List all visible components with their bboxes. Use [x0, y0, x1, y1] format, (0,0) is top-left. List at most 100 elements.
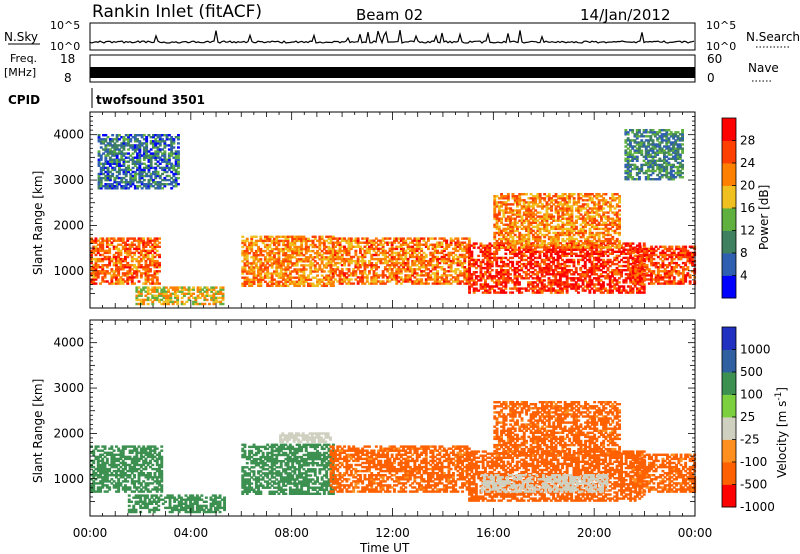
heatmap-cell — [608, 281, 612, 284]
heatmap-cell — [266, 268, 270, 271]
heatmap-cell — [504, 231, 508, 235]
heatmap-cell — [208, 294, 211, 297]
heatmap-cell — [502, 195, 506, 198]
heatmap-cell — [277, 282, 281, 285]
heatmap-cell — [96, 264, 100, 267]
heatmap-cell — [520, 244, 524, 247]
heatmap-cell — [146, 280, 150, 283]
heatmap-cell — [497, 237, 501, 241]
heatmap-cell — [558, 262, 562, 266]
heatmap-cell — [500, 237, 503, 241]
heatmap-cell — [550, 209, 553, 212]
heatmap-cell — [675, 272, 678, 275]
heatmap-cell — [511, 213, 515, 216]
heatmap-cell — [381, 274, 385, 277]
heatmap-cell — [144, 294, 148, 297]
heatmap-cell — [422, 255, 426, 259]
heatmap-cell — [468, 275, 471, 278]
heatmap-cell — [438, 251, 442, 255]
heatmap-cell — [363, 264, 367, 267]
heatmap-cell — [511, 256, 515, 260]
heatmap-cell — [137, 280, 141, 283]
heatmap-cell — [275, 235, 279, 238]
heatmap-cell — [638, 291, 642, 294]
heatmap-cell — [345, 272, 349, 275]
heatmap-cell — [622, 256, 626, 260]
heatmap-cell — [518, 239, 522, 243]
heatmap-cell — [554, 231, 558, 235]
heatmap-cell — [275, 272, 279, 275]
heatmap-cell — [613, 277, 617, 280]
heatmap-cell — [581, 281, 585, 284]
heatmap-cell — [158, 255, 161, 259]
heatmap-cell — [436, 264, 439, 267]
heatmap-cell — [677, 274, 681, 277]
heatmap-cell — [629, 256, 633, 260]
heatmap-cell — [97, 150, 101, 153]
heatmap-cell — [522, 262, 526, 266]
heatmap-cell — [424, 280, 428, 283]
heatmap-cell — [447, 251, 451, 255]
heatmap-cell — [525, 193, 528, 196]
heatmap-cell — [615, 217, 619, 220]
heatmap-cell — [286, 260, 290, 263]
heatmap-cell — [379, 243, 383, 246]
heatmap-cell — [293, 235, 297, 238]
heatmap-cell — [493, 201, 497, 204]
heatmap-cell — [584, 195, 587, 198]
heatmap-cell — [611, 242, 614, 245]
heatmap-cell — [144, 253, 148, 257]
heatmap-cell — [263, 268, 267, 271]
heatmap-cell — [250, 243, 254, 247]
heatmap-cell — [661, 270, 665, 273]
heatmap-cell — [383, 253, 387, 257]
heatmap-cell — [121, 266, 125, 269]
heatmap-cell — [556, 219, 560, 222]
heatmap-cell — [595, 219, 599, 222]
heatmap-cell — [568, 227, 572, 231]
heatmap-cell — [579, 227, 583, 231]
heatmap-cell — [513, 223, 517, 226]
heatmap-cell — [634, 264, 638, 267]
heatmap-cell — [513, 219, 517, 222]
heatmap-cell — [325, 245, 329, 249]
heatmap-cell — [368, 249, 371, 253]
heatmap-cell — [259, 262, 263, 265]
heatmap-cell — [334, 270, 337, 273]
heatmap-cell — [484, 248, 487, 251]
heatmap-cell — [579, 252, 583, 255]
heatmap-cell — [309, 272, 313, 275]
heatmap-cell — [420, 264, 424, 267]
heatmap-cell — [520, 275, 524, 278]
heatmap-cell — [343, 249, 346, 253]
heatmap-cell — [221, 298, 225, 302]
heatmap-cell — [399, 270, 403, 273]
heatmap-cell — [531, 203, 535, 206]
heatmap-cell — [461, 274, 464, 277]
heatmap-cell — [554, 225, 558, 229]
heatmap-cell — [268, 258, 272, 261]
heatmap-cell — [561, 225, 565, 229]
heatmap-cell — [641, 257, 644, 261]
heatmap-cell — [374, 257, 378, 261]
heatmap-cell — [643, 259, 647, 263]
heatmap-cell — [504, 197, 508, 200]
heatmap-cell — [363, 272, 367, 275]
heatmap-cell — [547, 235, 551, 239]
heatmap-cell — [511, 260, 515, 264]
heatmap-cell — [559, 209, 562, 212]
heatmap-cell — [643, 264, 647, 267]
heatmap-cell — [499, 287, 503, 290]
heatmap-cell — [115, 278, 118, 281]
heatmap-cell — [359, 255, 362, 259]
heatmap-cell — [554, 252, 558, 255]
heatmap-cell — [624, 260, 628, 264]
heatmap-cell — [615, 197, 619, 200]
heatmap-cell — [577, 262, 580, 266]
heatmap-cell — [418, 241, 421, 244]
heatmap-cell — [133, 270, 136, 273]
heatmap-cell — [250, 282, 254, 285]
heatmap-cell — [636, 244, 639, 247]
heatmap-cell — [565, 207, 569, 210]
heatmap-cell — [604, 217, 608, 220]
